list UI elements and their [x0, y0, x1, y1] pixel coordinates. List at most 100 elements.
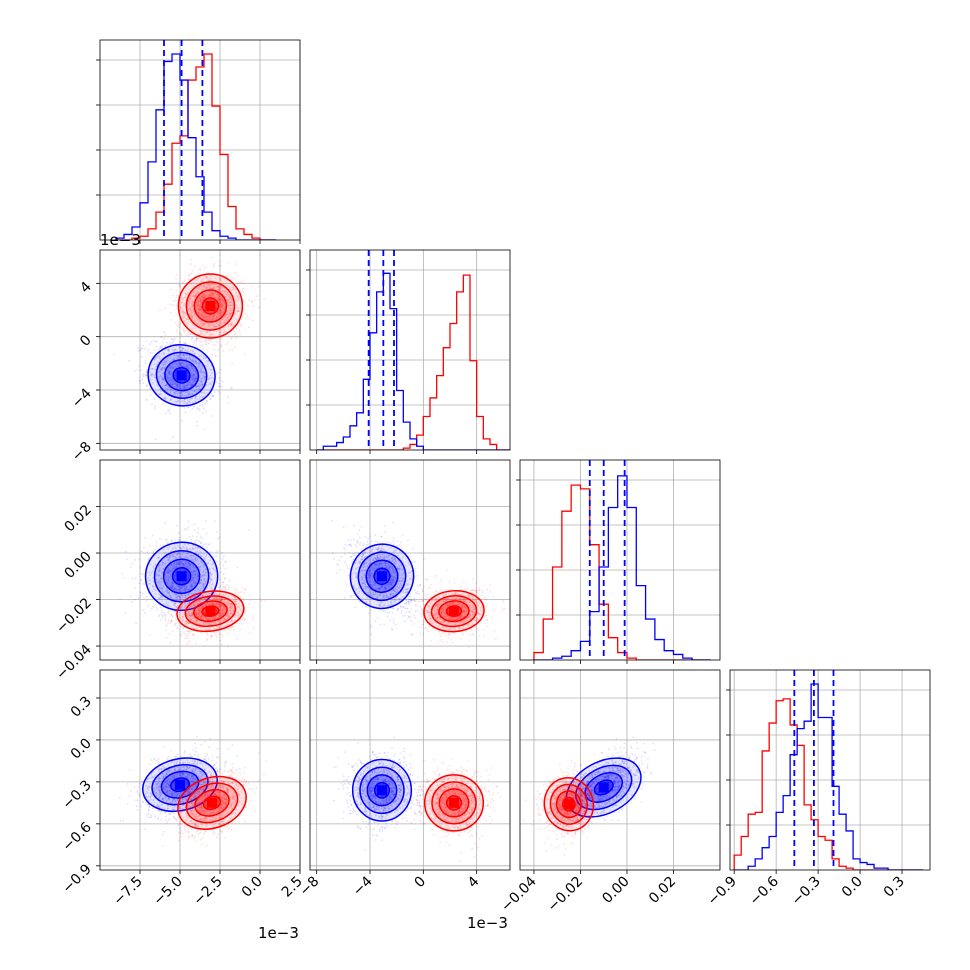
blue-sample-point: [184, 387, 186, 389]
blue-sample-point: [210, 384, 213, 386]
blue-sample-point: [138, 558, 141, 560]
blue-sample-point: [167, 366, 170, 369]
red-sample-point: [219, 298, 222, 301]
red-sample-point: [233, 588, 236, 591]
blue-sample-point: [215, 372, 218, 375]
red-sample-point: [212, 266, 215, 268]
blue-sample-point: [200, 380, 202, 383]
red-sample-point: [181, 312, 184, 314]
blue-sample-point: [176, 364, 179, 367]
red-sample-point: [198, 287, 200, 290]
red-sample-point: [201, 322, 204, 325]
blue-sample-point: [166, 387, 169, 390]
blue-sample-point: [177, 383, 179, 386]
blue-sample-point: [175, 370, 177, 373]
blue-sample-point: [225, 561, 227, 564]
red-sample-point: [183, 296, 186, 299]
blue-sample-point: [215, 381, 218, 383]
red-sample-point: [226, 293, 229, 295]
blue-sample-point: [189, 360, 192, 363]
red-sample-point: [221, 300, 224, 302]
blue-sample-point: [212, 394, 215, 397]
blue-sample-point: [168, 350, 171, 353]
blue-sample-point: [140, 347, 143, 350]
blue-sample-point: [158, 393, 161, 395]
blue-sample-point: [178, 361, 181, 364]
blue-sample-point: [191, 367, 193, 369]
blue-sample-point: [155, 340, 158, 343]
red-sample-point: [232, 629, 235, 632]
blue-sample-point: [223, 555, 225, 558]
blue-sample-point: [187, 364, 190, 367]
blue-sample-point: [150, 374, 153, 377]
blue-sample-point: [148, 545, 151, 547]
blue-sample-point: [179, 341, 182, 344]
blue-sample-point: [179, 368, 182, 371]
red-sample-point: [210, 334, 213, 336]
blue-sample-point: [170, 378, 173, 381]
blue-sample-point: [412, 561, 414, 564]
blue-sample-point: [155, 545, 158, 547]
blue-sample-point: [195, 360, 197, 363]
red-sample-point: [257, 306, 260, 309]
blue-sample-point: [191, 383, 193, 386]
red-sample-point: [183, 312, 186, 315]
blue-sample-point: [154, 376, 157, 379]
red-sample-point: [214, 344, 216, 346]
blue-sample-point: [138, 380, 141, 383]
red-sample-point: [217, 299, 220, 302]
red-sample-point: [220, 298, 223, 301]
red-sample-point: [186, 324, 189, 327]
blue-sample-point: [168, 371, 171, 374]
blue-sample-point: [150, 375, 152, 377]
blue-sample-point: [151, 373, 154, 376]
blue-density-peak: [176, 370, 187, 381]
blue-sample-point: [193, 374, 195, 377]
blue-sample-point: [179, 394, 182, 397]
red-sample-point: [237, 325, 239, 328]
blue-sample-point: [162, 378, 165, 381]
blue-sample-point: [200, 378, 203, 380]
blue-sample-point: [198, 385, 200, 387]
blue-sample-point: [168, 369, 171, 372]
blue-sample-point: [178, 346, 181, 349]
blue-sample-point: [197, 527, 199, 530]
blue-sample-point: [192, 378, 195, 380]
blue-sample-point: [169, 399, 172, 402]
blue-sample-point: [173, 380, 175, 383]
red-sample-point: [221, 276, 224, 279]
red-sample-point: [225, 313, 228, 316]
red-sample-point: [181, 309, 184, 312]
blue-sample-point: [185, 384, 188, 387]
red-sample-point: [241, 586, 244, 589]
blue-sample-point: [179, 362, 182, 365]
red-sample-point: [231, 277, 234, 279]
blue-sample-point: [247, 529, 250, 531]
blue-sample-point: [161, 614, 164, 617]
blue-sample-point: [193, 529, 196, 531]
blue-sample-point: [223, 578, 226, 580]
blue-sample-point: [180, 395, 183, 397]
blue-sample-point: [183, 387, 186, 390]
blue-sample-point: [180, 392, 183, 394]
blue-sample-point: [151, 367, 153, 370]
y-tick-label: 4: [77, 279, 95, 297]
red-sample-point: [260, 599, 263, 602]
red-sample-point: [159, 336, 162, 338]
blue-sample-point: [203, 375, 206, 378]
red-sample-point: [191, 309, 194, 311]
blue-sample-point: [139, 369, 142, 371]
red-sample-point: [197, 300, 200, 303]
blue-sample-point: [195, 386, 198, 388]
blue-sample-point: [142, 382, 145, 385]
blue-sample-point: [192, 359, 195, 361]
blue-sample-point: [166, 376, 168, 379]
red-sample-point: [221, 318, 223, 320]
blue-sample-point: [161, 341, 164, 344]
blue-sample-point: [196, 362, 199, 365]
blue-sample-point: [197, 385, 199, 388]
panel-frame: [99, 39, 301, 241]
blue-sample-point: [182, 387, 185, 389]
blue-sample-point: [200, 355, 203, 357]
blue-sample-point: [162, 376, 164, 379]
